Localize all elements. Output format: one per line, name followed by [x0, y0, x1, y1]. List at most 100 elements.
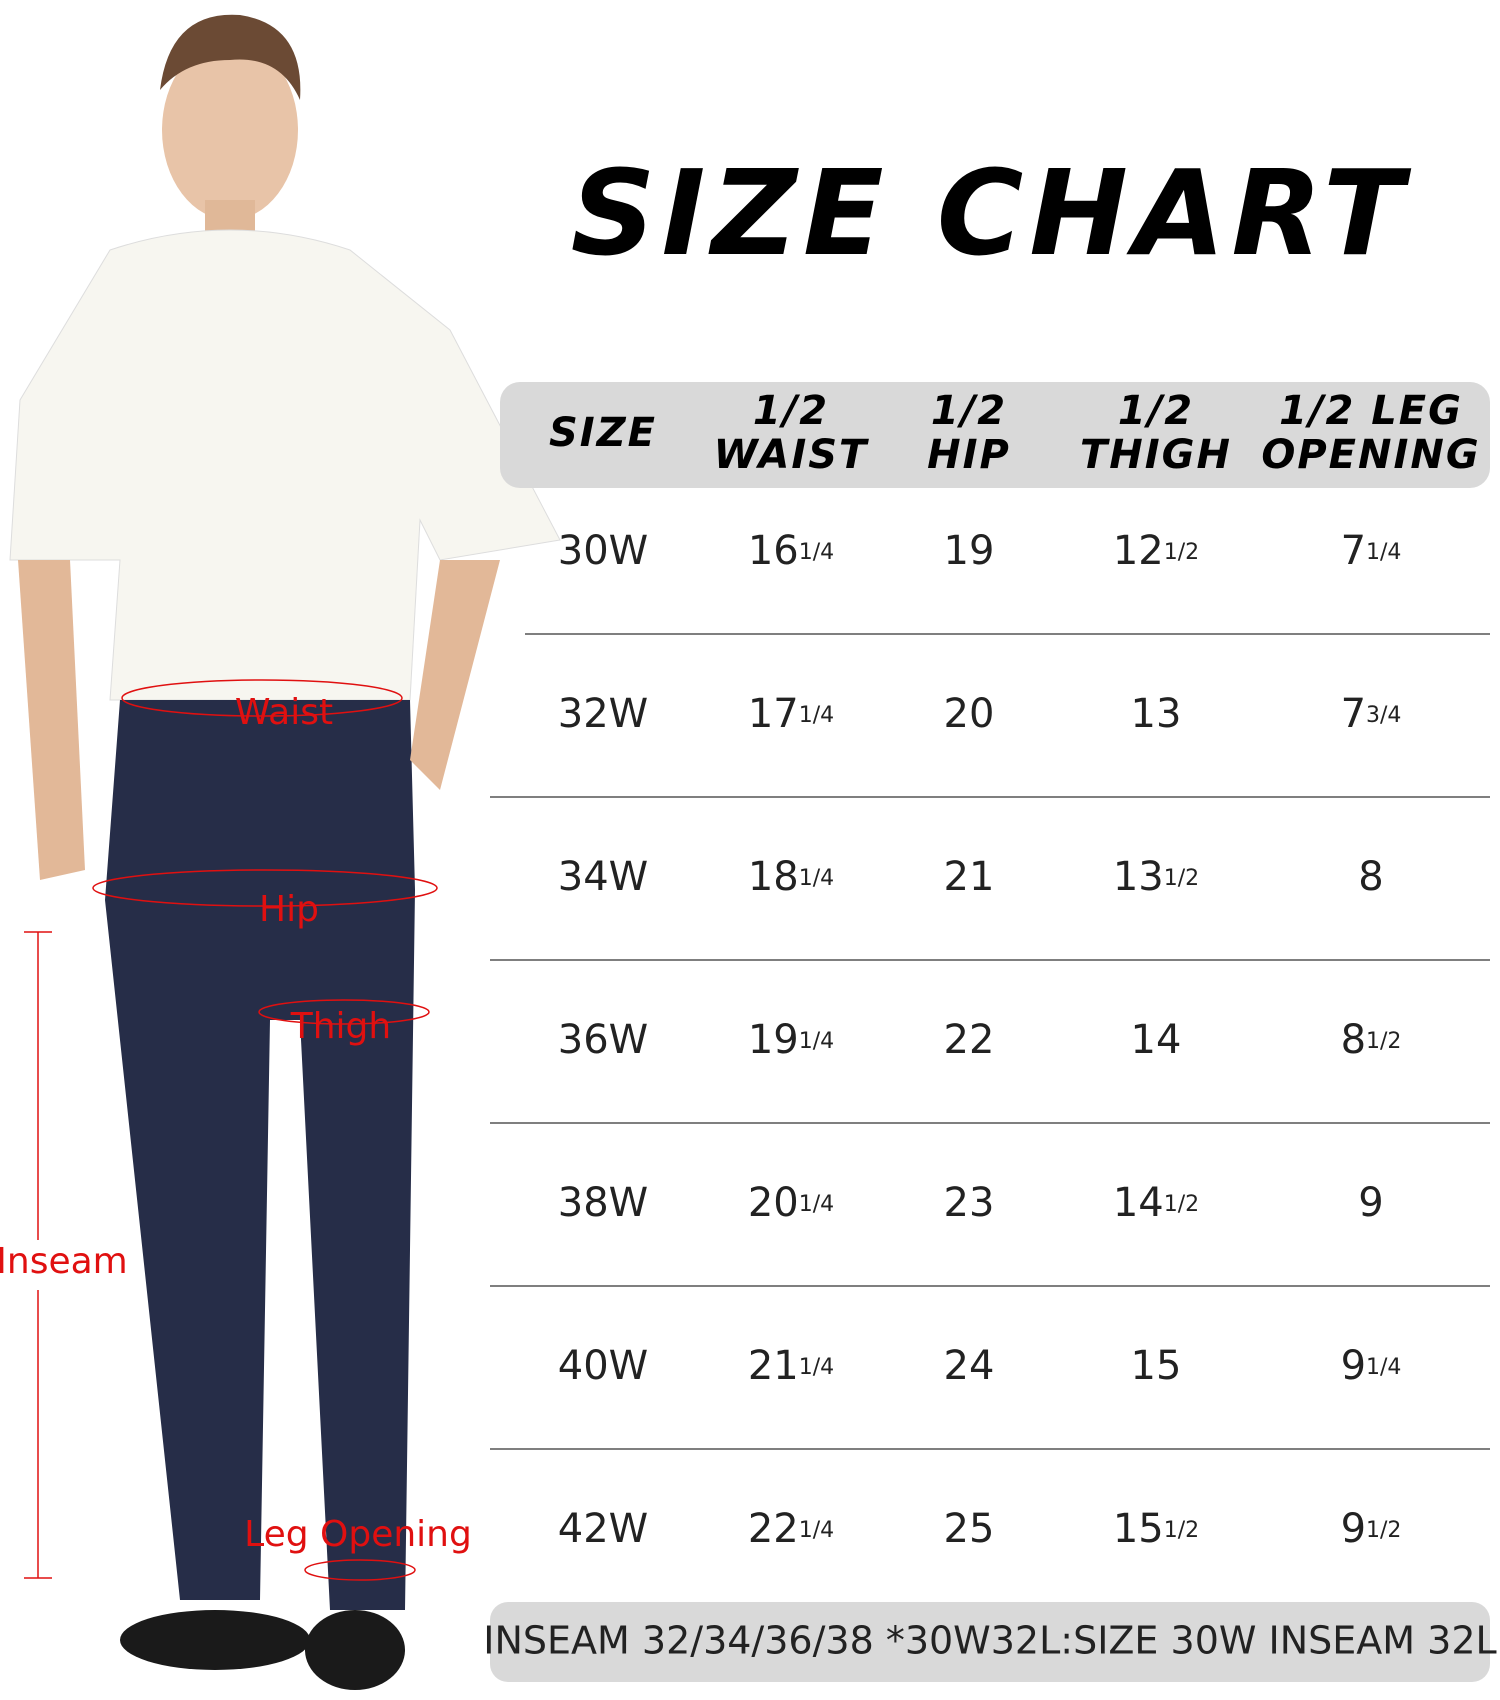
cell-fraction: 1/2	[1366, 1029, 1401, 1054]
column-header: OPENING	[1261, 432, 1480, 478]
column-header: 1/2	[1118, 388, 1194, 434]
cell: 36W	[558, 1017, 648, 1063]
cell-fraction: 1/4	[799, 1192, 834, 1217]
cell: 81/2	[1341, 1017, 1402, 1063]
cell-value: 21	[748, 1343, 799, 1389]
cell-value: 32W	[558, 691, 648, 737]
cell-value: 18	[748, 854, 799, 900]
cell: 191/4	[748, 1017, 834, 1063]
cell: 73/4	[1341, 691, 1402, 737]
cell-value: 36W	[558, 1017, 648, 1063]
column-header: 1/2 LEG	[1279, 388, 1463, 434]
cell: 34W	[558, 854, 648, 900]
title: SIZE CHART	[571, 144, 1412, 282]
cell: 22	[944, 1017, 995, 1063]
cell-fraction: 1/4	[1366, 540, 1401, 565]
cell-fraction: 1/2	[1164, 866, 1199, 891]
column-header: 1/2	[931, 388, 1007, 434]
cell-value: 12	[1113, 528, 1164, 574]
column-header: THIGH	[1080, 432, 1232, 478]
measure-label: Waist	[235, 692, 333, 733]
cell-value: 15	[1113, 1506, 1164, 1552]
cell-value: 7	[1341, 528, 1366, 574]
cell-value: 23	[944, 1180, 995, 1226]
cell-value: 30W	[558, 528, 648, 574]
cell-fraction: 3/4	[1366, 703, 1401, 728]
cell: 23	[944, 1180, 995, 1226]
measure-label: Inseam	[0, 1241, 128, 1282]
cell-value: 20	[944, 691, 995, 737]
cell-value: 9	[1341, 1506, 1366, 1552]
cell-value: 9	[1341, 1343, 1366, 1389]
cell: 91/4	[1341, 1343, 1402, 1389]
cell: 30W	[558, 528, 648, 574]
cell: 131/2	[1113, 854, 1199, 900]
measure-label: Leg Opening	[244, 1514, 472, 1555]
cell-value: 22	[748, 1506, 799, 1552]
cell-value: 24	[944, 1343, 995, 1389]
cell: 71/4	[1341, 528, 1402, 574]
cell: 15	[1131, 1343, 1182, 1389]
cell-fraction: 1/2	[1164, 1518, 1199, 1543]
measure-label: Thigh	[290, 1006, 391, 1047]
cell: 121/2	[1113, 528, 1199, 574]
cell: 171/4	[748, 691, 834, 737]
column-header: 1/2	[753, 388, 829, 434]
cell: 9	[1358, 1180, 1383, 1226]
model-figure	[9, 14, 561, 1690]
cell-value: 17	[748, 691, 799, 737]
cell-value: 7	[1341, 691, 1366, 737]
cell-fraction: 1/4	[799, 703, 834, 728]
cell: 8	[1358, 854, 1383, 900]
cell-fraction: 1/2	[1366, 1518, 1401, 1543]
cell-value: 14	[1113, 1180, 1164, 1226]
cell-value: 15	[1131, 1343, 1182, 1389]
cell-value: 13	[1113, 854, 1164, 900]
cell: 25	[944, 1506, 995, 1552]
cell-fraction: 1/4	[799, 540, 834, 565]
cell: 14	[1131, 1017, 1182, 1063]
cell-fraction: 1/4	[799, 1029, 834, 1054]
cell: 161/4	[748, 528, 834, 574]
note: INSEAM 32/34/36/38 *30W32L:SIZE 30W INSE…	[483, 1619, 1496, 1663]
cell: 13	[1131, 691, 1182, 737]
cell-value: 8	[1341, 1017, 1366, 1063]
note-band	[490, 1602, 1490, 1682]
cell-fraction: 1/4	[799, 866, 834, 891]
cell-fraction: 1/4	[799, 1518, 834, 1543]
cell-value: 25	[944, 1506, 995, 1552]
cell-value: 34W	[558, 854, 648, 900]
column-header: SIZE	[549, 410, 657, 456]
column-header: HIP	[927, 432, 1011, 478]
cell-value: 14	[1131, 1017, 1182, 1063]
cell-value: 8	[1358, 854, 1383, 900]
cell: 211/4	[748, 1343, 834, 1389]
cell-value: 16	[748, 528, 799, 574]
measure-marks	[24, 679, 438, 1581]
cell-value: 9	[1358, 1180, 1383, 1226]
cell: 38W	[558, 1180, 648, 1226]
cell: 20	[944, 691, 995, 737]
cell: 24	[944, 1343, 995, 1389]
cell-fraction: 1/4	[1366, 1355, 1401, 1380]
cell-fraction: 1/2	[1164, 1192, 1199, 1217]
cell: 91/2	[1341, 1506, 1402, 1552]
cell-value: 38W	[558, 1180, 648, 1226]
cell: 40W	[558, 1343, 648, 1389]
cell: 19	[944, 528, 995, 574]
cell-value: 22	[944, 1017, 995, 1063]
header-band	[500, 382, 1490, 488]
cell-value: 42W	[558, 1506, 648, 1552]
cell-fraction: 1/2	[1164, 540, 1199, 565]
cell: 221/4	[748, 1506, 834, 1552]
cell-value: 19	[944, 528, 995, 574]
cell-fraction: 1/4	[799, 1355, 834, 1380]
cell: 201/4	[748, 1180, 834, 1226]
measure-label: Hip	[259, 889, 319, 930]
cell: 181/4	[748, 854, 834, 900]
cell-value: 13	[1131, 691, 1182, 737]
column-header: WAIST	[714, 432, 869, 478]
cell-value: 40W	[558, 1343, 648, 1389]
cell-value: 20	[748, 1180, 799, 1226]
